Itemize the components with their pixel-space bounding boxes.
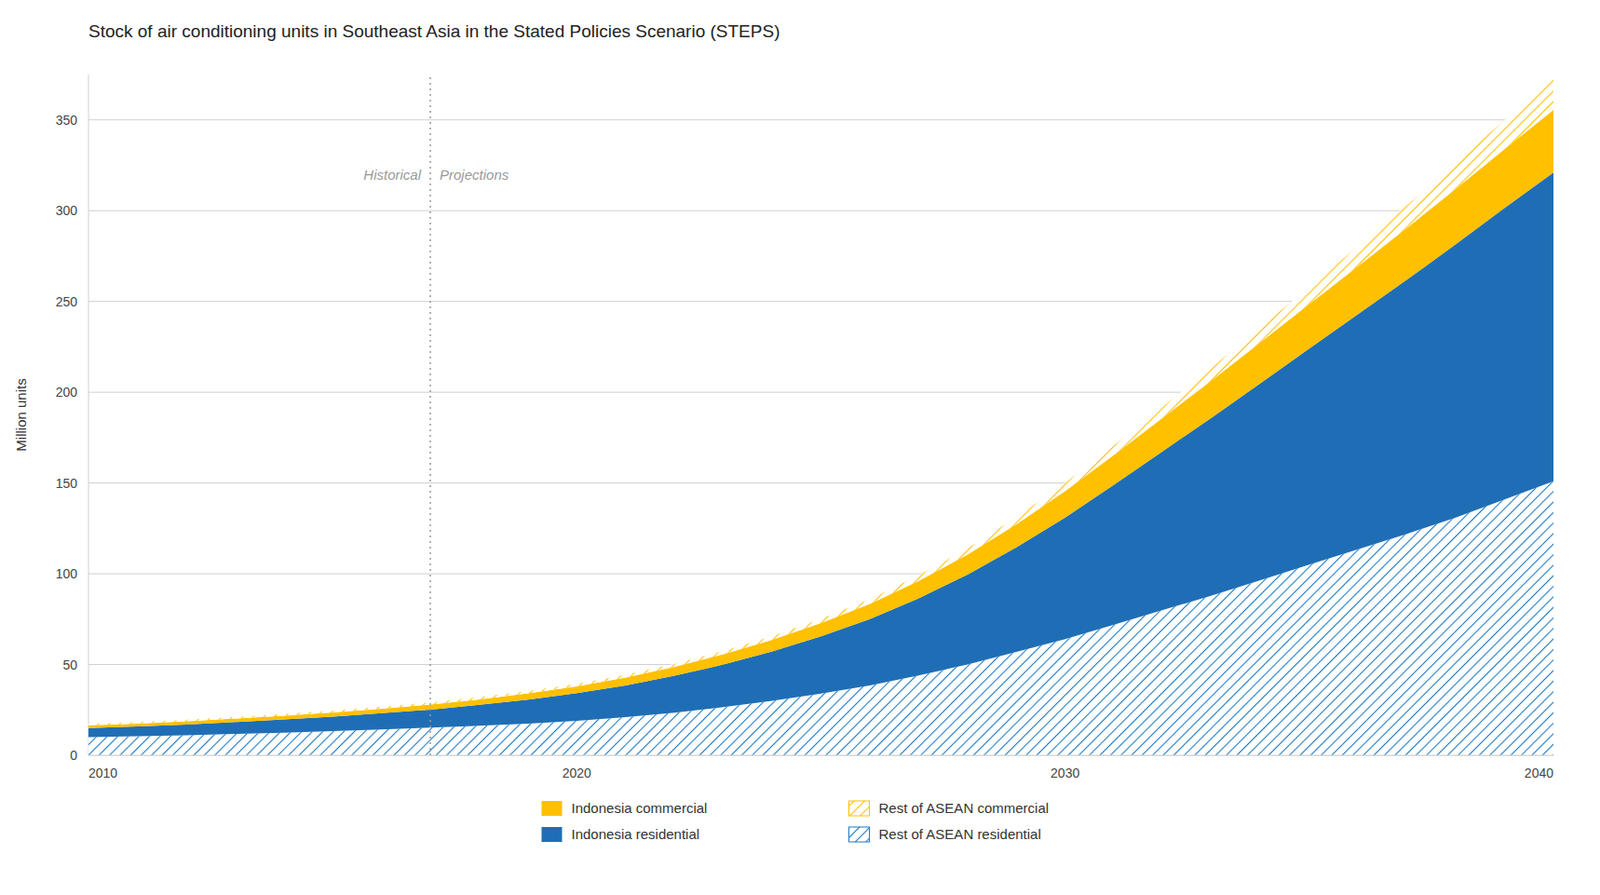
y-ticks: 0 50 100 150 200 250 300 350	[55, 112, 79, 763]
legend-label: Indonesia residential	[571, 826, 701, 842]
x-tick-label: 2030	[1050, 765, 1080, 781]
grid	[88, 120, 1554, 756]
x-tick-label: 2040	[1524, 765, 1554, 781]
area	[88, 109, 1554, 729]
area	[88, 77, 1554, 726]
y-axis-label: Million units	[13, 378, 29, 451]
legend-label: Indonesia commercial	[571, 800, 708, 816]
y-tick-label: 350	[55, 112, 79, 128]
y-tick-label: 150	[55, 475, 79, 491]
x-axis-line	[88, 755, 1554, 757]
legend-swatch	[542, 827, 563, 842]
y-axis-line	[88, 74, 90, 756]
chart: Stock of air conditioning units in South…	[0, 0, 1600, 895]
legend-swatch	[849, 800, 870, 816]
legend-label: Rest of ASEAN residential	[879, 826, 1042, 842]
legend-item: Rest of ASEAN residential	[849, 826, 1042, 842]
legend-label: Rest of ASEAN commercial	[879, 800, 1050, 816]
y-tick-label: 50	[62, 657, 78, 673]
y-tick-label: 200	[55, 384, 79, 400]
legend: Indonesia commercial Rest of ASEAN commer…	[542, 800, 1050, 842]
x-tick-label: 2010	[88, 765, 118, 781]
legend-item: Rest of ASEAN commercial	[849, 800, 1050, 816]
y-tick-label: 0	[69, 747, 78, 763]
areas	[88, 77, 1554, 756]
grid-line	[88, 755, 1554, 757]
x-ticks: 2010 2020 2030 2040	[88, 765, 1554, 781]
x-tick-label: 2020	[562, 765, 592, 781]
legend-item: Indonesia commercial	[542, 800, 708, 816]
y-tick-label: 250	[55, 294, 79, 310]
grid-line	[88, 210, 1554, 212]
legend-item: Indonesia residential	[542, 826, 701, 842]
divider-line	[429, 74, 432, 756]
legend-swatch	[542, 800, 563, 816]
legend-swatch	[849, 827, 870, 842]
y-tick-label: 100	[55, 566, 79, 582]
divider-label: Projections	[439, 166, 510, 183]
area	[88, 172, 1554, 737]
y-tick-label: 300	[55, 203, 79, 218]
divider-label: Historical	[363, 166, 421, 183]
title: Stock of air conditioning units in South…	[88, 21, 780, 41]
grid-line	[88, 119, 1554, 121]
